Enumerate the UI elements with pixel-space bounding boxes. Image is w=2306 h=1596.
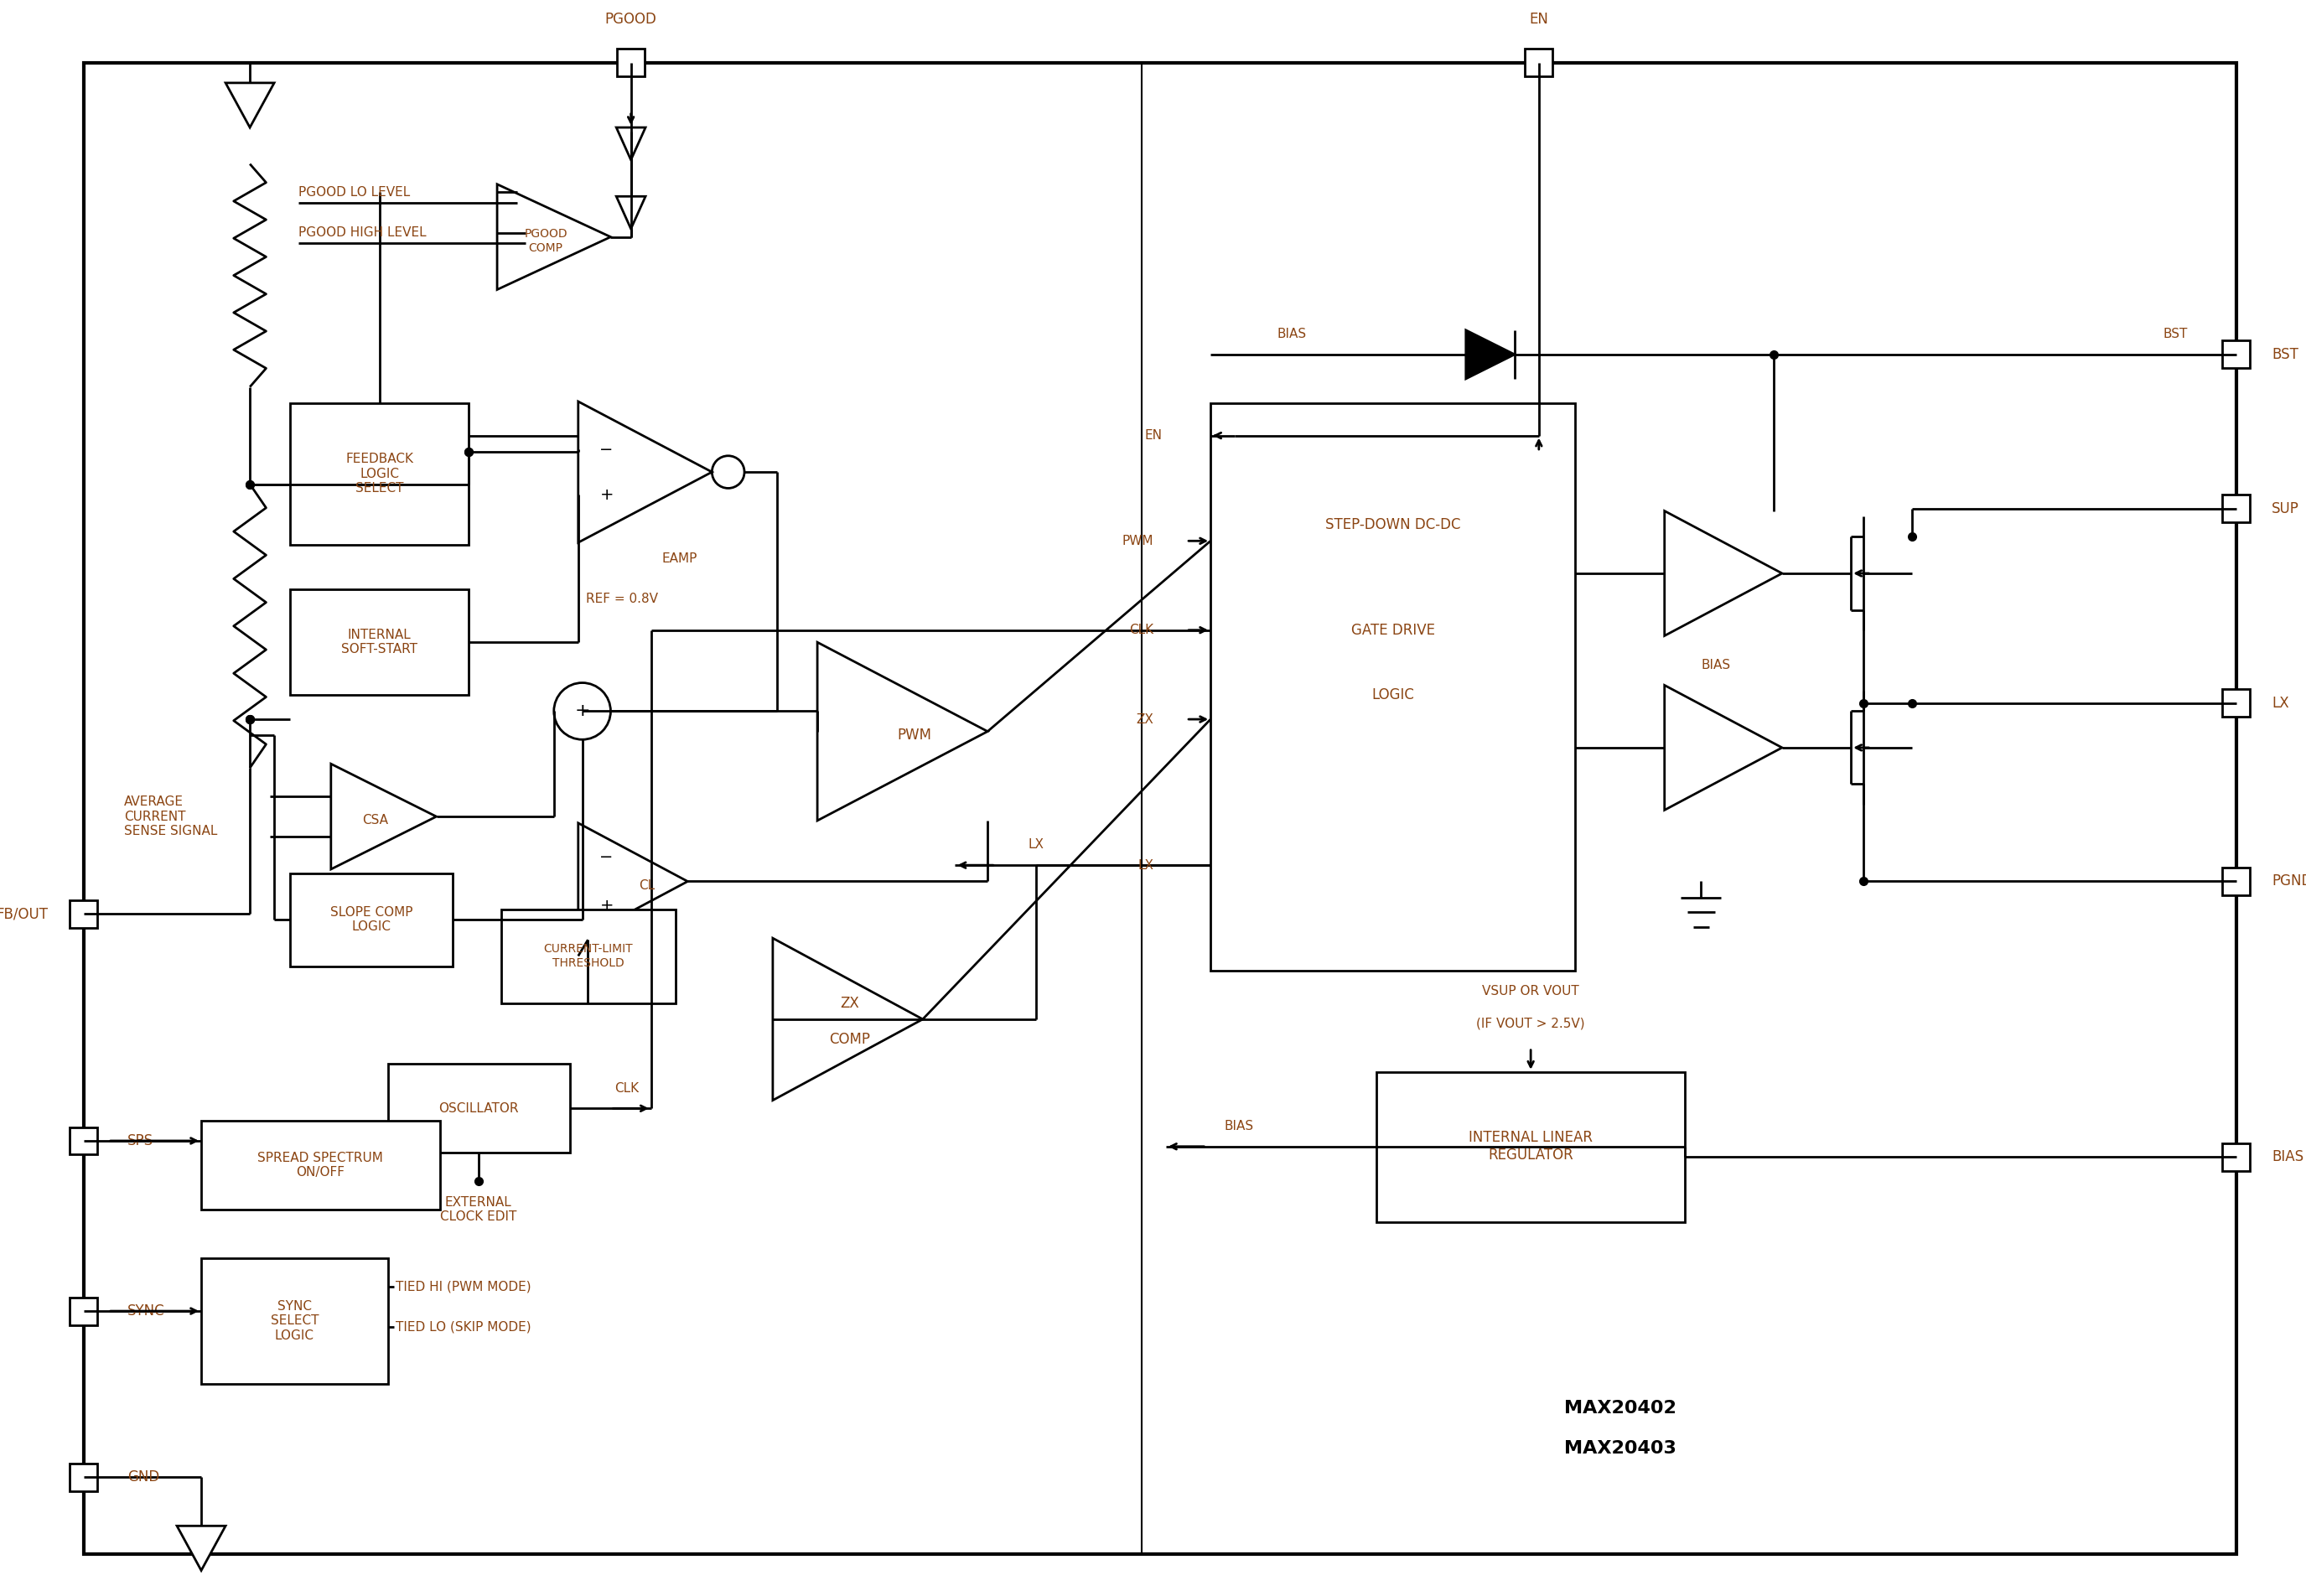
Text: INTERNAL
SOFT-START: INTERNAL SOFT-START bbox=[341, 629, 417, 656]
Polygon shape bbox=[1665, 685, 1783, 811]
Text: PGOOD HIGH LEVEL: PGOOD HIGH LEVEL bbox=[297, 227, 427, 239]
Text: SYNC
SELECT
LOGIC: SYNC SELECT LOGIC bbox=[270, 1299, 318, 1342]
Bar bbox=[69, 900, 97, 927]
Text: MAX20402: MAX20402 bbox=[1563, 1400, 1676, 1417]
Polygon shape bbox=[332, 764, 436, 870]
Text: LX: LX bbox=[2271, 696, 2290, 710]
Text: PGND: PGND bbox=[2271, 875, 2306, 889]
Text: BST: BST bbox=[2271, 346, 2299, 362]
Text: LOGIC: LOGIC bbox=[1372, 688, 1414, 702]
Polygon shape bbox=[616, 196, 646, 228]
Text: (IF VOUT > 2.5V): (IF VOUT > 2.5V) bbox=[1476, 1017, 1584, 1029]
Bar bbox=[2223, 340, 2251, 369]
Bar bbox=[201, 1258, 387, 1384]
Polygon shape bbox=[579, 824, 687, 940]
Text: BST: BST bbox=[2163, 327, 2188, 340]
Text: MAX20403: MAX20403 bbox=[1563, 1441, 1676, 1457]
Text: PGOOD
COMP: PGOOD COMP bbox=[523, 228, 567, 254]
Text: CSA: CSA bbox=[362, 814, 387, 827]
Bar bbox=[1377, 1073, 1686, 1223]
Text: LX: LX bbox=[1137, 859, 1153, 871]
Text: EAMP: EAMP bbox=[662, 552, 696, 565]
Bar bbox=[69, 1298, 97, 1325]
Text: +: + bbox=[574, 702, 590, 720]
Bar bbox=[387, 1065, 570, 1152]
Bar bbox=[291, 873, 452, 967]
Text: AVERAGE
CURRENT
SENSE SIGNAL: AVERAGE CURRENT SENSE SIGNAL bbox=[125, 796, 217, 838]
Text: PWM: PWM bbox=[897, 728, 932, 744]
Text: BIAS: BIAS bbox=[1224, 1120, 1254, 1133]
Polygon shape bbox=[816, 642, 987, 820]
Text: EXTERNAL
CLOCK EDIT: EXTERNAL CLOCK EDIT bbox=[440, 1195, 517, 1223]
Text: TIED LO (SKIP MODE): TIED LO (SKIP MODE) bbox=[397, 1321, 530, 1334]
Text: FEEDBACK
LOGIC
SELECT: FEEDBACK LOGIC SELECT bbox=[346, 453, 413, 495]
Bar bbox=[291, 589, 468, 694]
Text: EN: EN bbox=[1529, 11, 1547, 27]
Bar bbox=[2223, 689, 2251, 717]
Text: BIAS: BIAS bbox=[2271, 1149, 2304, 1165]
Text: TIED HI (PWM MODE): TIED HI (PWM MODE) bbox=[397, 1280, 530, 1293]
Text: −: − bbox=[600, 442, 613, 458]
Text: INTERNAL LINEAR
REGULATOR: INTERNAL LINEAR REGULATOR bbox=[1469, 1130, 1593, 1163]
Text: CLK: CLK bbox=[616, 1082, 639, 1095]
Text: GATE DRIVE: GATE DRIVE bbox=[1351, 622, 1434, 638]
Text: PGOOD: PGOOD bbox=[604, 11, 657, 27]
Text: SYNC: SYNC bbox=[127, 1304, 164, 1318]
Bar bbox=[69, 1127, 97, 1154]
Text: CL: CL bbox=[639, 879, 655, 892]
Polygon shape bbox=[579, 402, 713, 543]
Bar bbox=[618, 49, 646, 77]
Text: REF = 0.8V: REF = 0.8V bbox=[586, 594, 660, 605]
Polygon shape bbox=[616, 128, 646, 160]
Bar bbox=[69, 1464, 97, 1491]
Bar bbox=[2223, 868, 2251, 895]
Text: ZX: ZX bbox=[1137, 713, 1153, 726]
Text: BIAS: BIAS bbox=[1702, 659, 1730, 672]
Text: LX: LX bbox=[1028, 838, 1045, 851]
Polygon shape bbox=[178, 1526, 226, 1570]
Text: EN: EN bbox=[1144, 429, 1162, 442]
Bar bbox=[291, 404, 468, 544]
Text: CLK: CLK bbox=[1130, 624, 1153, 637]
Text: VSUP OR VOUT: VSUP OR VOUT bbox=[1483, 985, 1580, 998]
Text: GND: GND bbox=[127, 1470, 159, 1484]
Polygon shape bbox=[1665, 511, 1783, 635]
Bar bbox=[1524, 49, 1552, 77]
Text: FB/OUT: FB/OUT bbox=[0, 907, 48, 921]
Polygon shape bbox=[773, 938, 922, 1100]
Text: OSCILLATOR: OSCILLATOR bbox=[438, 1103, 519, 1114]
Text: PWM: PWM bbox=[1123, 535, 1153, 547]
Bar bbox=[201, 1120, 440, 1210]
Bar bbox=[500, 910, 676, 1002]
Text: +: + bbox=[600, 487, 613, 503]
Text: +: + bbox=[600, 899, 613, 913]
Text: COMP: COMP bbox=[830, 1033, 869, 1047]
Text: SUP: SUP bbox=[2271, 501, 2299, 516]
Text: BIAS: BIAS bbox=[1278, 327, 1305, 340]
Bar bbox=[2223, 495, 2251, 522]
Text: SLOPE COMP
LOGIC: SLOPE COMP LOGIC bbox=[330, 907, 413, 934]
Polygon shape bbox=[226, 83, 274, 128]
Text: PGOOD LO LEVEL: PGOOD LO LEVEL bbox=[297, 187, 410, 198]
Polygon shape bbox=[498, 184, 611, 289]
Text: STEP-DOWN DC-DC: STEP-DOWN DC-DC bbox=[1326, 517, 1460, 531]
Text: −: − bbox=[600, 849, 613, 865]
Bar bbox=[2223, 1143, 2251, 1171]
Text: ZX: ZX bbox=[839, 996, 860, 1010]
Polygon shape bbox=[1467, 330, 1515, 378]
Text: SPREAD SPECTRUM
ON/OFF: SPREAD SPECTRUM ON/OFF bbox=[258, 1152, 383, 1179]
Text: CURRENT-LIMIT
THRESHOLD: CURRENT-LIMIT THRESHOLD bbox=[544, 943, 632, 969]
Text: SPS: SPS bbox=[127, 1133, 155, 1149]
Bar bbox=[1211, 404, 1575, 970]
